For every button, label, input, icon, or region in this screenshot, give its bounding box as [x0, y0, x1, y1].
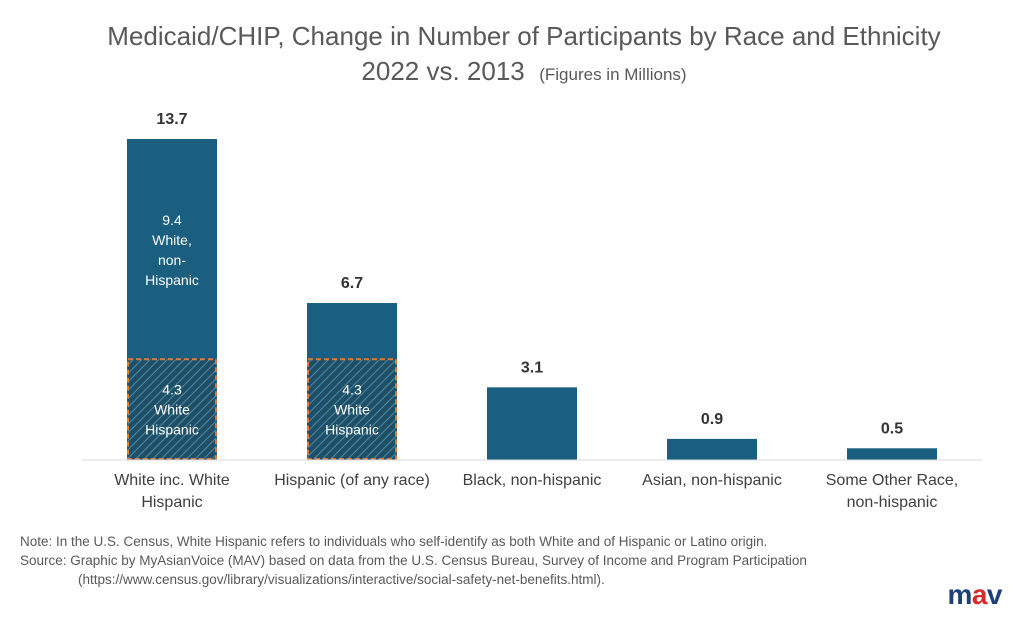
segment-label-line: White	[334, 402, 370, 418]
category-label-line: Black, non-hispanic	[463, 472, 602, 489]
source-url-line: (https://www.census.gov/library/visualiz…	[78, 572, 605, 587]
bar	[847, 448, 937, 460]
segment-label: 9.4 White, non- Hispanic	[145, 212, 199, 288]
segment-label-line: Hispanic	[325, 422, 379, 438]
category-label-line: Asian, non-hispanic	[642, 472, 782, 489]
category-label: Asian, non-hispanic	[642, 472, 782, 489]
category-label-line: Some Other Race,	[826, 472, 959, 489]
segment-label-line: non-	[158, 252, 186, 268]
footnote: Note: In the U.S. Census, White Hispanic…	[20, 532, 980, 589]
category-label: Hispanic (of any race)	[274, 472, 430, 489]
segment-label-line: White	[154, 402, 190, 418]
chart-subtitle: 2022 vs. 2013 (Figures in Millions)	[361, 56, 686, 86]
segment-label-line: White,	[152, 232, 192, 248]
segment-label-line: 4.3	[162, 382, 182, 398]
category-label-line: Hispanic	[141, 494, 202, 511]
note-line: Note: In the U.S. Census, White Hispanic…	[20, 534, 768, 549]
subtitle-main: 2022 vs. 2013	[361, 56, 524, 86]
subtitle-units: (Figures in Millions)	[539, 65, 686, 84]
segment-label: 4.3 White Hispanic	[325, 382, 379, 438]
category-label: White inc. White Hispanic	[114, 472, 230, 511]
category-label-line: White inc. White	[114, 472, 230, 489]
source-line: Source: Graphic by MyAsianVoice (MAV) ba…	[20, 553, 807, 568]
segment-label: 4.3 White Hispanic	[145, 382, 199, 438]
category-label-line: non-hispanic	[847, 494, 938, 511]
bar	[667, 438, 757, 460]
chart-title: Medicaid/CHIP, Change in Number of Parti…	[107, 21, 940, 51]
logo-letter: v	[986, 579, 1003, 610]
total-label: 13.7	[156, 111, 187, 128]
category-label: Some Other Race, non-hispanic	[826, 472, 959, 511]
bar	[487, 387, 577, 460]
bar-segment-white-hispanic	[307, 358, 397, 460]
segment-label-line: Hispanic	[145, 272, 199, 288]
category-label: Black, non-hispanic	[463, 472, 602, 489]
total-label: 6.7	[341, 275, 363, 292]
segment-label-line: 4.3	[342, 382, 362, 398]
category-label-line: Hispanic (of any race)	[274, 472, 430, 489]
total-label: 0.9	[701, 411, 723, 428]
bar-segment-white-hispanic	[127, 358, 217, 460]
total-label: 0.5	[881, 420, 903, 437]
bars-group: 4.3 White Hispanic 9.4 White, non- Hispanic 13.…	[114, 111, 958, 511]
logo-letter: a	[971, 579, 988, 610]
segment-label-line: Hispanic	[145, 422, 199, 438]
total-label: 3.1	[521, 359, 543, 376]
mav-logo: mav	[947, 579, 1002, 611]
segment-label-line: 9.4	[162, 212, 182, 228]
logo-letter: m	[947, 579, 972, 610]
